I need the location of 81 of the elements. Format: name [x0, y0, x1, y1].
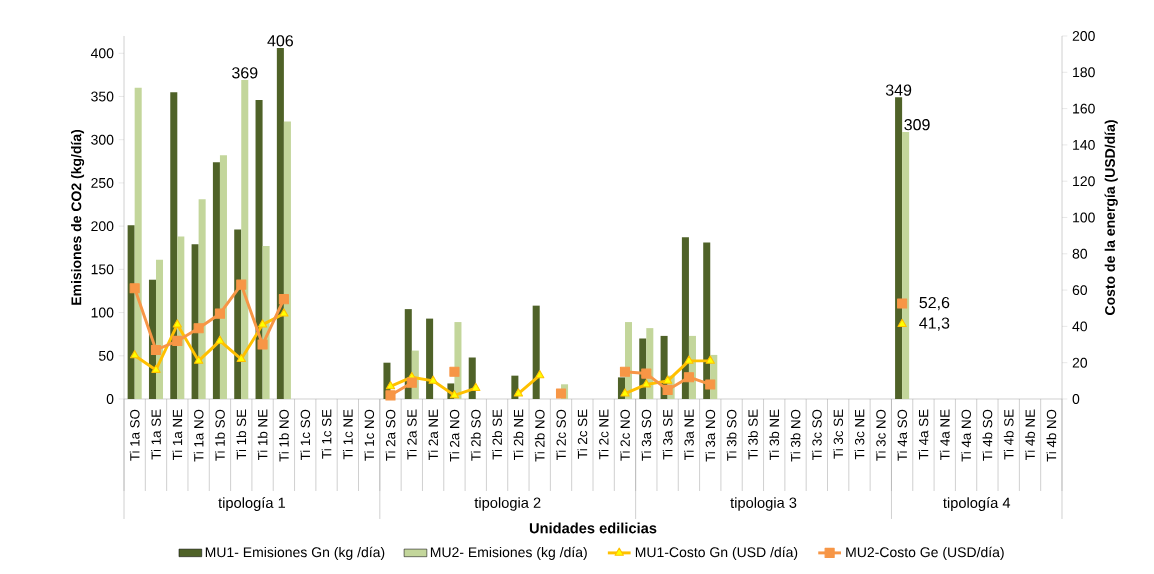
y2-tick-label: 160 [1073, 103, 1095, 114]
x-tick-label: Ti 4a NO [961, 409, 971, 462]
legend-label: MU2-Costo Ge (USD/día) [846, 546, 1004, 560]
x-tick-label: Ti 4b SE [1003, 409, 1014, 460]
x-tick-label: Ti 2a NE [428, 409, 439, 461]
x-tick-label: Ti 3b NE [769, 409, 780, 461]
x-tick-label: Ti 4a SO [897, 409, 907, 461]
y-tick-label: 200 [91, 221, 114, 232]
text: tipología 4 [943, 497, 1011, 511]
y2-tick-label: 120 [1073, 176, 1095, 187]
x-tick-label: Ti 1c SO [300, 409, 311, 461]
x-tick-label: Ti 3a NO [705, 409, 716, 462]
legend-label: MU1- Emisiones Gn (kg /día) [205, 546, 385, 560]
y2-tick-label: 180 [1073, 67, 1095, 78]
x-tick-label: Ti 3b SO [726, 409, 737, 461]
y2-tick-label: 40 [1072, 321, 1088, 332]
x-tick-label: Ti 1c SE [321, 409, 332, 459]
x-tick-label: Ti 1a SO [129, 409, 140, 461]
x-tick-label: Ti 2c NO [620, 409, 630, 461]
data-label: 41,3 [919, 317, 950, 331]
y2-tick-label: 100 [1073, 212, 1095, 223]
data-label: 309 [904, 119, 930, 131]
x-tick-label: Ti 2b NO [534, 409, 545, 462]
x-tick-label: Ti 3b NO [790, 409, 801, 462]
data-label: 52,6 [919, 296, 950, 311]
y-tick-label: 50 [98, 350, 114, 361]
y-tick-label: 400 [90, 48, 114, 59]
y2-axis-title: Costo de la energía (USD/día) [1104, 120, 1118, 315]
x-tick-label: Ti 2c SO [556, 409, 566, 461]
x-tick-label: Ti 1c NO [364, 409, 375, 461]
y-axis-title: Emisiones de CO2 (kg/día) [70, 129, 85, 305]
x-tick-label: Ti 4b NO [1046, 409, 1057, 462]
y-tick-label: 300 [91, 134, 114, 145]
data-label: 369 [232, 67, 258, 79]
x-tick-label: Ti 3c NE [854, 409, 865, 460]
x-tick-label: Ti 4b SO [982, 409, 993, 461]
y2-tick-label: 20 [1072, 357, 1088, 368]
x-tick-label: Ti 2b NE [513, 409, 524, 461]
y2-tick-label: 0 [1072, 394, 1080, 404]
x-tick-label: Ti 1c NE [342, 409, 353, 460]
text: tipologia 2 [474, 497, 541, 511]
data-label: 406 [267, 35, 294, 47]
x-tick-label: Ti 3c SO [811, 409, 822, 461]
x-tick-label: Ti 1a SE [151, 409, 161, 460]
x-tick-label: Ti 3c NO [875, 409, 886, 461]
x-tick-label: Ti 4b NE [1025, 409, 1035, 461]
text: tipología 1 [218, 497, 286, 511]
x-tick-label: Ti 1b NE [257, 409, 268, 461]
y2-tick-label: 80 [1072, 248, 1088, 259]
y-tick-label: 100 [91, 307, 114, 318]
y-tick-label: 350 [91, 91, 114, 102]
x-tick-label: Ti 2c NE [598, 409, 609, 460]
x-tick-label: Ti 2a SE [406, 409, 417, 460]
y-tick-label: 0 [106, 394, 114, 404]
x-tick-label: Ti 3a SE [662, 409, 673, 460]
x-tick-label: Ti 3b SE [747, 409, 758, 460]
x-tick-label: Ti 3a NE [684, 409, 694, 461]
x-tick-label: Ti 1b SO [215, 409, 225, 461]
x-tick-label: Ti 1a NO [193, 409, 204, 462]
data-label: 349 [885, 84, 912, 96]
x-axis-title: Unidades edilicias [529, 522, 657, 534]
x-tick-label: Ti 2a SO [385, 409, 396, 461]
x-tick-label: Ti 2a NO [449, 409, 460, 462]
y2-tick-label: 140 [1073, 139, 1095, 150]
legend-label: MU1-Costo Gn (USD /día) [635, 546, 798, 560]
text: tipologia 3 [730, 497, 797, 511]
x-tick-label: Ti 4a SE [918, 409, 929, 460]
x-tick-label: Ti 3a SO [641, 409, 652, 461]
y-tick-label: 150 [91, 264, 114, 275]
x-tick-label: Ti 4a NE [939, 409, 950, 461]
x-tick-label: Ti 2c SE [577, 409, 588, 459]
x-tick-label: Ti 1b NO [279, 409, 289, 462]
legend-label: MU2- Emisiones (kg /día) [430, 546, 587, 560]
x-tick-label: Ti 1a NE [172, 409, 183, 461]
y2-tick-label: 200 [1072, 31, 1095, 41]
x-tick-label: Ti 2b SE [492, 409, 502, 460]
y-tick-label: 250 [91, 177, 114, 188]
y2-tick-label: 60 [1072, 285, 1088, 296]
x-tick-label: Ti 1b SE [236, 409, 247, 460]
x-tick-label: Ti 2b SO [470, 409, 481, 461]
x-tick-label: Ti 3c SE [833, 409, 844, 459]
